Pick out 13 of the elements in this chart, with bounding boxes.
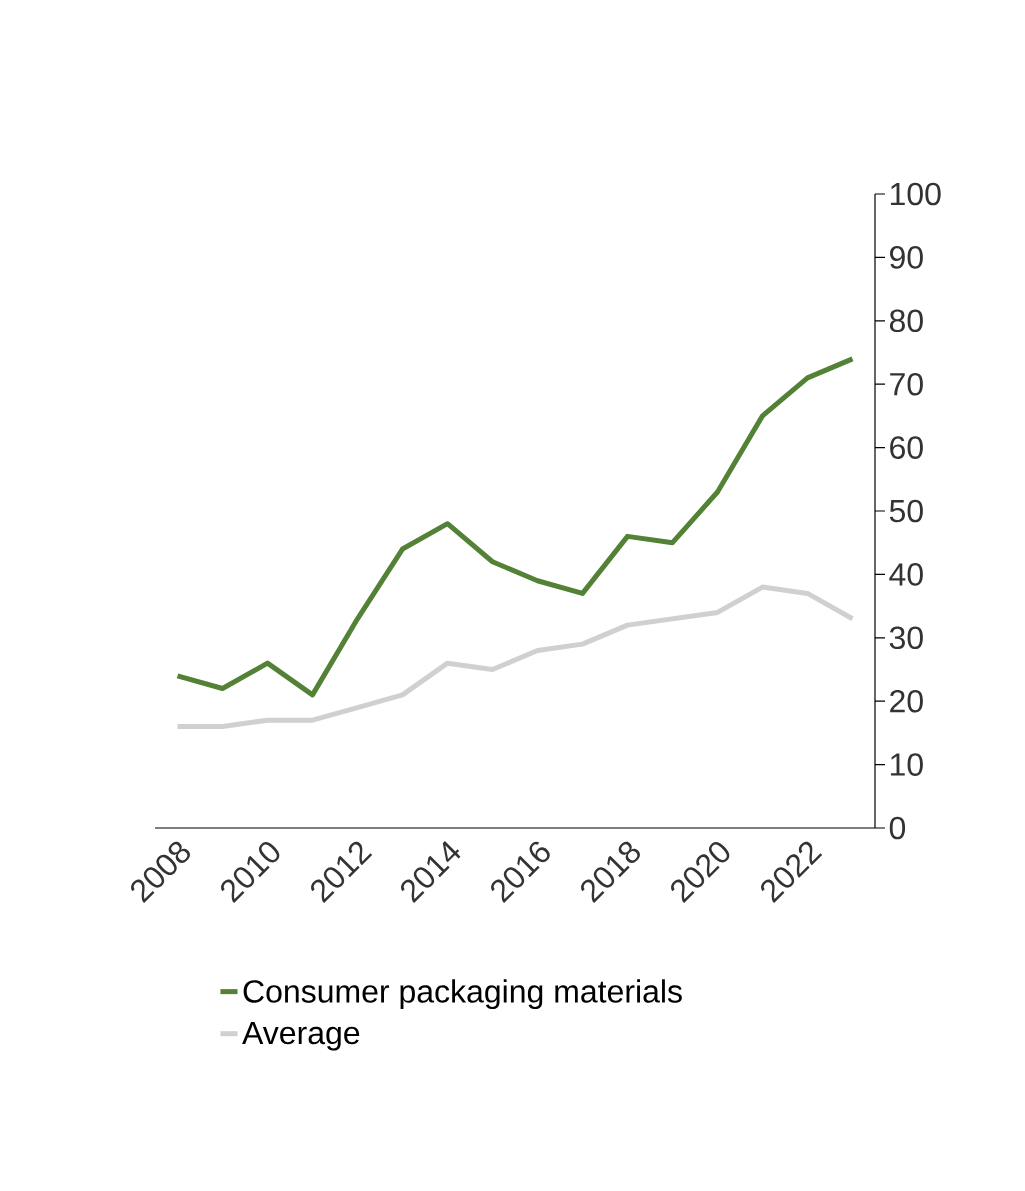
y-tick-label: 30: [889, 626, 923, 650]
y-tick-label: 90: [890, 246, 923, 269]
y-tick-label: 10: [890, 753, 923, 776]
y-tick-label: 40: [889, 563, 923, 586]
y-tick-label: 0: [889, 816, 906, 840]
legend-label: Consumer packaging materials: [243, 979, 682, 1010]
y-tick-label: 70: [890, 372, 923, 396]
y-tick-label: 50: [889, 499, 923, 523]
y-tick-label: 100: [890, 182, 941, 206]
legend-label: Average: [242, 1021, 360, 1051]
y-tick-label: 20: [890, 689, 923, 713]
y-tick-label: 60: [890, 436, 923, 459]
y-tick-label: 80: [889, 309, 923, 333]
